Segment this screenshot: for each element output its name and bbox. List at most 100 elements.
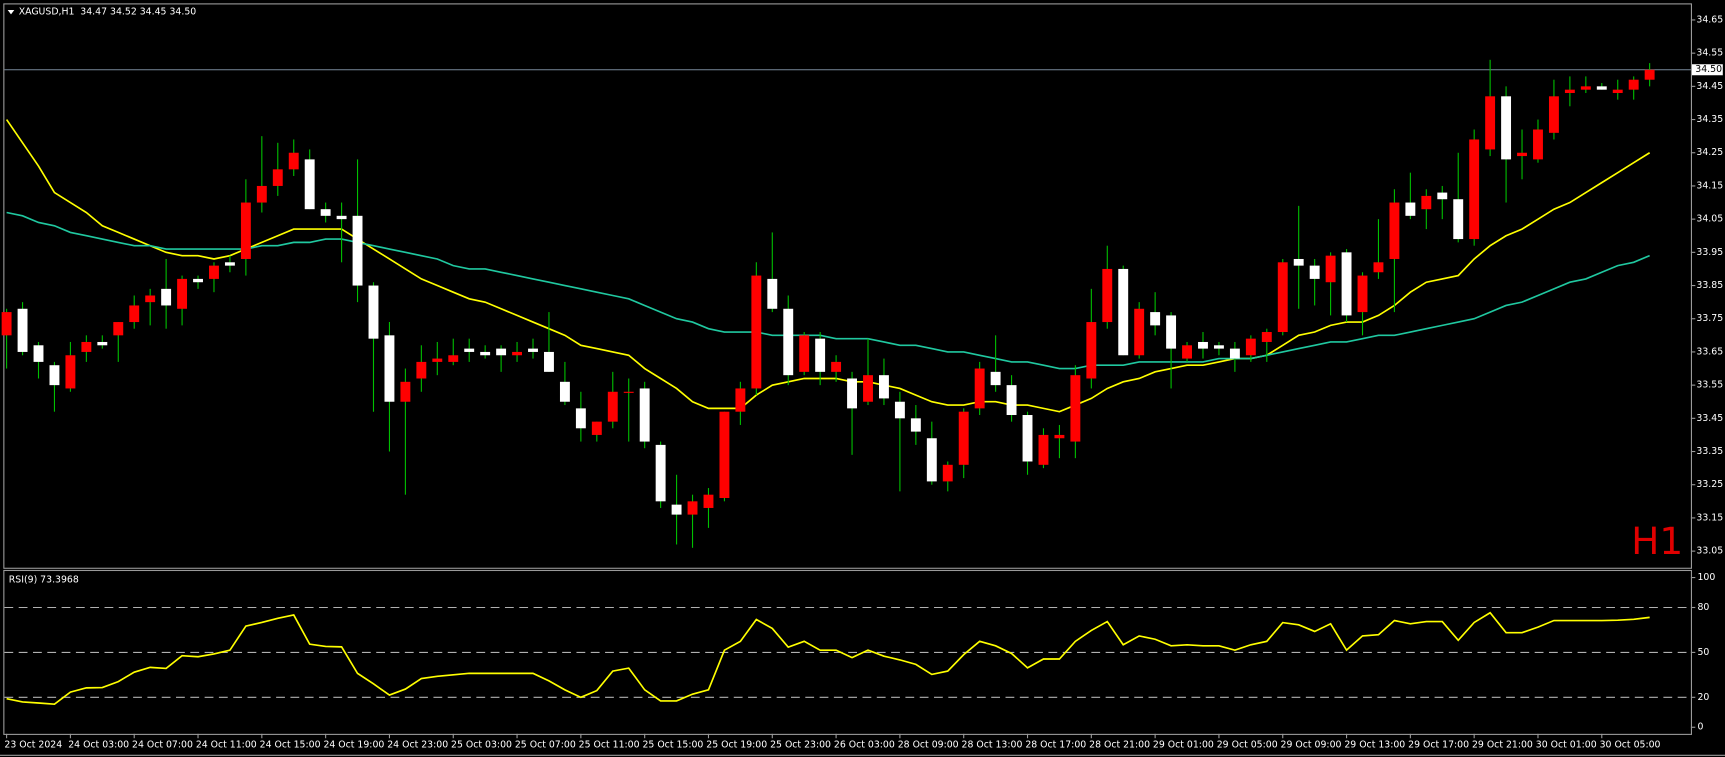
candle-body [623, 391, 634, 393]
y-tick-label: 33.45 [1696, 413, 1723, 424]
rsi-title: RSI(9) 73.3968 [9, 574, 79, 585]
candle-body [320, 209, 331, 216]
x-tick-label: 25 Oct 23:00 [770, 739, 831, 750]
current-price-label: 34.50 [1695, 64, 1722, 75]
candle-body [607, 391, 618, 422]
x-tick-label: 24 Oct 15:00 [260, 739, 321, 750]
candle-body [815, 338, 826, 372]
candle-body [847, 378, 857, 409]
candle-body [974, 368, 985, 409]
candle-body [544, 351, 554, 372]
candle-body [1213, 345, 1224, 349]
timeframe-label: H1 [1631, 519, 1683, 563]
candle-body [432, 358, 443, 362]
candle-body [384, 335, 395, 402]
y-tick-label: 34.25 [1696, 147, 1723, 158]
candle-body [65, 355, 76, 389]
y-tick-label: 33.15 [1696, 512, 1723, 523]
x-tick-label: 24 Oct 07:00 [132, 739, 193, 750]
x-tick-label: 25 Oct 07:00 [515, 739, 576, 750]
y-tick-label: 33.85 [1696, 280, 1723, 291]
x-tick-label: 28 Oct 21:00 [1089, 739, 1150, 750]
candle-body [639, 388, 650, 442]
x-tick-label: 29 Oct 17:00 [1408, 739, 1469, 750]
candle-body [990, 371, 1001, 386]
candle-body [1134, 308, 1145, 356]
y-tick-label: 20 [1697, 692, 1709, 703]
candle-body [831, 361, 842, 372]
x-tick-label: 24 Oct 03:00 [68, 739, 129, 750]
x-tick-label: 29 Oct 21:00 [1472, 739, 1533, 750]
candle-body [894, 401, 905, 419]
y-tick-label: 34.35 [1696, 114, 1723, 125]
x-tick-label: 25 Oct 03:00 [451, 739, 512, 750]
candle-body [799, 335, 810, 372]
y-tick-label: 34.65 [1696, 14, 1723, 25]
y-tick-label: 34.55 [1696, 48, 1723, 59]
candle-body [703, 494, 714, 508]
candle-body [1245, 338, 1256, 356]
candle-body [1166, 315, 1177, 349]
candle-body [256, 185, 267, 203]
candle-body [1006, 385, 1017, 416]
x-tick-label: 25 Oct 19:00 [706, 739, 767, 750]
candle-body [1485, 96, 1496, 150]
candle-body [1309, 265, 1320, 279]
candle-body [304, 159, 315, 210]
candle-body [145, 295, 156, 303]
candle-body [81, 341, 92, 352]
y-tick-label: 80 [1697, 602, 1709, 613]
candle-body [1437, 192, 1448, 200]
menu-triangle[interactable] [7, 9, 15, 15]
candle-body [575, 408, 586, 429]
y-tick-label: 34.15 [1696, 180, 1723, 191]
x-tick-label: 28 Oct 13:00 [962, 739, 1023, 750]
candle-body [1150, 312, 1161, 326]
candle-body [1, 312, 12, 336]
current-price-box [1691, 64, 1723, 76]
candle-body [1644, 69, 1655, 80]
candle-body [496, 348, 507, 356]
candle-body [1357, 275, 1368, 313]
y-tick-label: 50 [1697, 647, 1709, 658]
y-tick-label: 100 [1697, 572, 1715, 583]
candle-body [1580, 86, 1591, 90]
candle-body [1405, 202, 1416, 216]
candle-body [942, 464, 953, 482]
candle-body [751, 275, 762, 389]
candle-body [448, 355, 459, 362]
y-tick-label: 34.05 [1696, 214, 1723, 225]
candle-body [240, 202, 251, 259]
y-tick-label: 34.45 [1696, 81, 1723, 92]
x-tick-label: 29 Oct 13:00 [1344, 739, 1405, 750]
candle-body [17, 308, 28, 352]
y-tick-label: 33.65 [1696, 346, 1723, 357]
candle-body [1389, 202, 1400, 259]
candle-body [368, 285, 379, 339]
candle-body [591, 421, 602, 435]
candle-body [1453, 199, 1464, 240]
candle-body [1341, 252, 1352, 316]
candle-body [1373, 262, 1384, 273]
candle-body [910, 418, 921, 432]
x-tick-label: 30 Oct 01:00 [1536, 739, 1597, 750]
quote: 34.47 34.52 34.45 34.50 [80, 7, 196, 18]
x-tick-label: 24 Oct 23:00 [387, 739, 448, 750]
x-tick-label: 29 Oct 01:00 [1153, 739, 1214, 750]
y-tick-label: 33.75 [1696, 313, 1723, 324]
candle-body [1070, 375, 1081, 442]
x-tick-label: 23 Oct 2024 [4, 739, 62, 750]
candle-body [687, 501, 698, 515]
candle-body [416, 361, 427, 379]
candle-body [783, 308, 794, 376]
candle-body [49, 365, 60, 386]
candle-body [113, 322, 124, 336]
y-tick-label: 33.55 [1696, 380, 1723, 391]
rsi-line [6, 611, 1650, 706]
candle-body [512, 351, 523, 356]
x-tick-label: 26 Oct 03:00 [834, 739, 895, 750]
candle-body [719, 411, 730, 499]
